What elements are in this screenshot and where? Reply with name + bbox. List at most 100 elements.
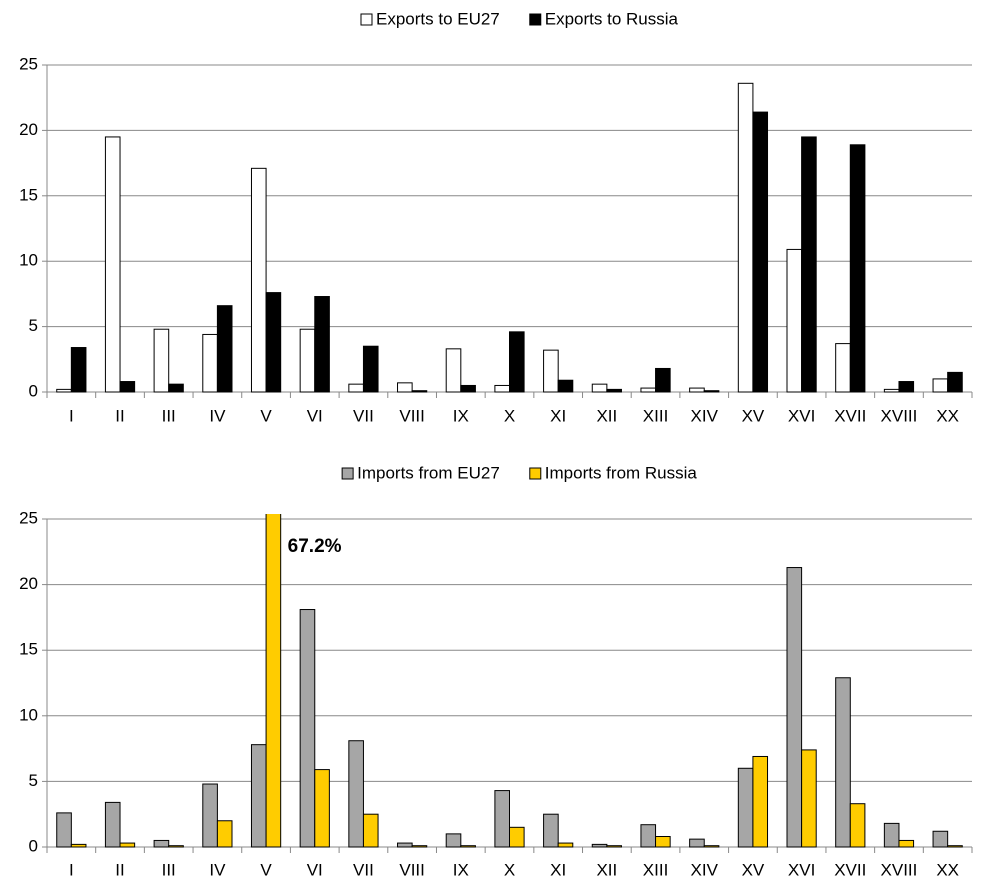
legend-swatch [529,467,542,480]
x-tick-label: I [69,406,74,425]
bar [849,144,866,393]
bar [591,383,608,393]
bar [153,328,170,393]
x-tick-label: XVIII [881,406,918,425]
bar [411,845,428,848]
x-tick-label: IV [209,860,226,879]
bar [932,830,949,848]
legend-label: Imports from EU27 [357,463,500,482]
bar [509,826,525,848]
bar [445,348,462,393]
bar [56,388,72,393]
y-tick-label: 10 [19,705,38,724]
bar [460,845,476,848]
bar [557,842,574,848]
bar [104,136,121,393]
bar [202,333,218,393]
plot-area [56,82,963,393]
bar [947,371,963,393]
bar [898,839,915,848]
bar [801,749,817,848]
bar [299,328,316,393]
legend-swatch [360,13,373,26]
x-tick-label: XVII [834,406,866,425]
bar [509,331,525,393]
legend-swatch [341,467,354,480]
bar [606,388,622,393]
bar [202,783,218,848]
bar [655,836,671,848]
bar [640,387,657,393]
y-tick-label: 0 [29,836,38,855]
x-tick-label: XIV [691,860,719,879]
bar [250,167,267,393]
bar [655,367,671,393]
x-tick-label: XV [742,406,765,425]
bar [557,379,574,393]
y-tick-label: 15 [19,185,38,204]
y-tick-label: 0 [29,381,38,400]
x-tick-label: III [162,860,176,879]
bar [397,842,413,848]
x-tick-label: XX [936,860,959,879]
bar [737,82,754,393]
bar [606,845,622,848]
bar [70,347,87,393]
x-tick-label: XIII [643,406,669,425]
value-label: 67.2% [288,536,342,557]
bar [689,838,705,848]
bar [168,845,184,848]
y-tick-label: 5 [29,316,38,335]
bar [348,383,364,393]
bar [752,755,769,848]
y-tick-label: 20 [19,120,38,139]
x-tick-label: XX [936,406,959,425]
bar [314,296,330,393]
bar [265,292,282,393]
x-tick-label: VII [353,406,374,425]
x-tick-label: V [260,406,272,425]
bar [397,382,413,393]
bar [56,812,72,848]
x-tick-label: XIII [643,860,669,879]
x-tick-label: XIV [691,406,719,425]
x-tick-label: V [260,860,272,879]
bar [250,744,267,848]
bar [786,567,803,848]
y-tick-label: 10 [19,251,38,270]
bar [703,390,720,393]
bar [898,381,915,393]
bar [543,813,559,848]
bar [299,609,316,848]
y-tick-label: 5 [29,771,38,790]
bar [801,136,817,393]
x-tick-label: XI [550,860,566,879]
x-tick-label: VI [307,860,323,879]
bar [445,833,462,848]
bar [362,345,379,393]
bar [640,824,657,848]
x-tick-label: VIII [399,860,425,879]
bar [883,388,900,393]
y-tick-label: 25 [19,54,38,73]
x-tick-label: XV [742,860,765,879]
x-tick-label: VIII [399,406,425,425]
bar [265,514,282,848]
bar [119,842,136,848]
bar [216,820,233,848]
bar [703,845,720,848]
y-tick-label: 25 [19,508,38,527]
x-tick-label: IX [453,860,469,879]
x-tick-label: XVII [834,860,866,879]
bar [494,384,511,393]
x-tick-label: II [115,406,124,425]
bar [314,769,330,848]
bar [543,349,559,393]
x-tick-label: IV [209,406,226,425]
bar [786,248,803,393]
legend-swatch [529,13,542,26]
bar [153,839,170,848]
x-tick-label: X [504,860,515,879]
legend-label: Exports to EU27 [376,9,500,28]
